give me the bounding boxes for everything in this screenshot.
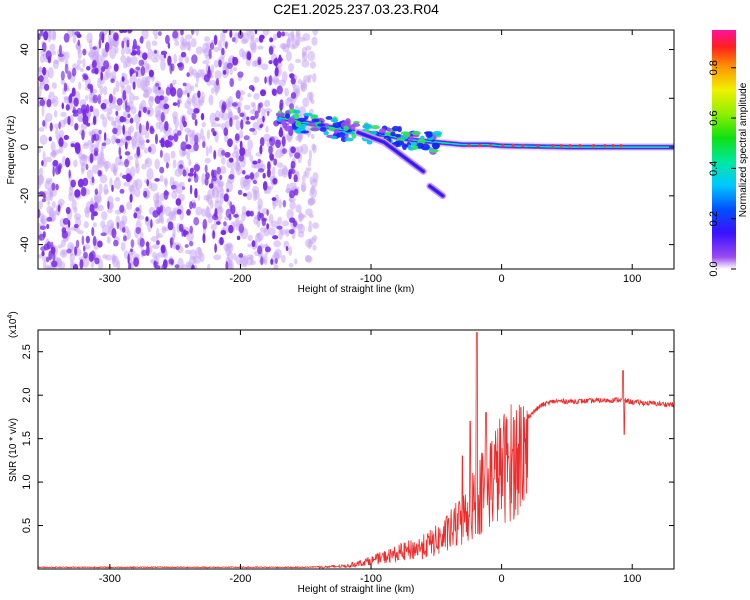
spectrogram-y-label: Frequency (Hz)	[6, 116, 17, 185]
snr-x-label: Height of straight line (km)	[298, 584, 415, 595]
snr-y-multiplier: (x104)	[7, 311, 19, 338]
spectrogram-noise-light	[38, 30, 320, 269]
spectrogram-tertiary-track	[426, 182, 447, 200]
snr-y-ticks: 0.5 1.0 1.5 2.0 2.5	[21, 344, 674, 533]
x-tick-label: -100	[360, 573, 382, 585]
x-tick-label: -100	[360, 273, 382, 285]
x-tick-label: 100	[623, 573, 641, 585]
colorbar-gradient	[712, 30, 736, 269]
spectrogram-plot-area	[38, 30, 674, 269]
snr-y-label: SNR (10 * v/v)	[8, 418, 19, 482]
colorbar-tick-label: 0.6	[708, 110, 720, 125]
spectrogram-secondary-track	[354, 128, 427, 175]
y-tick-label: 40	[19, 43, 31, 55]
x-tick-label: -300	[99, 273, 121, 285]
y-tick-label: 0.5	[21, 518, 33, 533]
snr-plot-area	[38, 332, 674, 569]
colorbar-tick-label: 0.8	[708, 60, 720, 75]
y-tick-label: 1.5	[21, 431, 33, 446]
spectrogram-signal-track	[275, 108, 674, 155]
x-tick-label: 0	[499, 273, 505, 285]
y-tick-label: 20	[19, 92, 31, 104]
x-tick-label: 0	[499, 573, 505, 585]
y-tick-label: -40	[19, 237, 31, 253]
colorbar-ticks: 0.0 0.2 0.4 0.6 0.8	[708, 60, 736, 277]
snr-panel: -300 -200 -100 0 100 0.5 1.0 1.5 2.0 2.5 Height …	[7, 311, 675, 595]
y-tick-label: -20	[19, 188, 31, 204]
y-tick-label: 1.0	[21, 474, 33, 489]
colorbar-label: Normalized spectral amplitude	[738, 82, 749, 217]
spectrogram-x-ticks: -300 -200 -100 0 100	[99, 30, 641, 285]
spectrogram-x-label: Height of straight line (km)	[298, 284, 415, 295]
colorbar-tick-label: 0.2	[708, 211, 720, 226]
spectrogram-frame	[37, 29, 675, 270]
x-tick-label: -200	[229, 273, 251, 285]
colorbar-tick-label: 0.0	[708, 261, 720, 276]
snr-series-line	[38, 332, 674, 569]
x-tick-label: -200	[229, 573, 251, 585]
colorbar: 0.0 0.2 0.4 0.6 0.8 Normalized spectral ampl…	[708, 30, 749, 277]
x-tick-label: 100	[623, 273, 641, 285]
x-tick-label: -300	[99, 573, 121, 585]
y-tick-label: 0	[19, 144, 31, 150]
y-tick-label: 2.5	[21, 344, 33, 359]
colorbar-tick-label: 0.4	[708, 161, 720, 176]
spectrogram-y-ticks: -40 -20 0 20 40	[19, 43, 674, 253]
snr-x-ticks: -300 -200 -100 0 100	[99, 330, 641, 585]
spectrogram-noise-dark	[38, 30, 301, 269]
figure-title: C2E1.2025.237.03.23.R04	[273, 1, 439, 17]
y-tick-label: 2.0	[21, 388, 33, 403]
snr-frame	[37, 329, 675, 570]
